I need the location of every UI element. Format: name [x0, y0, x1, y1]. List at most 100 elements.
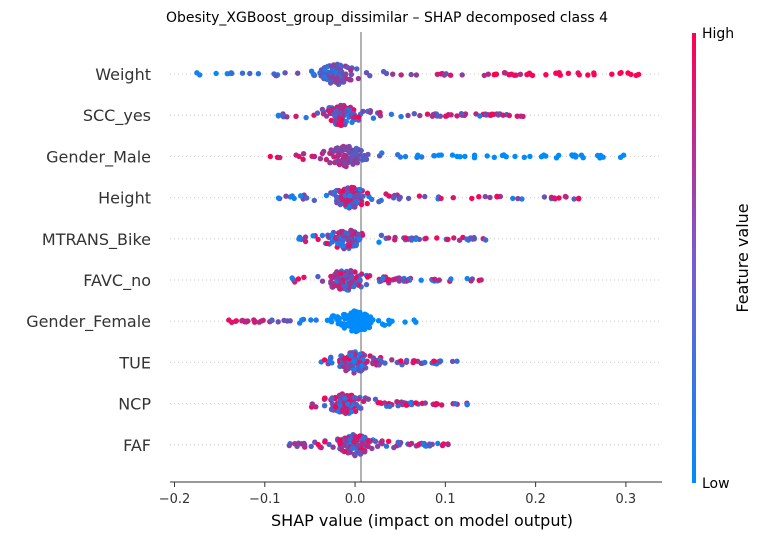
x-tick-label: −0.2: [159, 492, 191, 507]
shap-point: [413, 400, 419, 406]
shap-point: [494, 194, 500, 200]
shap-point: [347, 239, 354, 245]
shap-point: [378, 197, 384, 204]
shap-point: [391, 444, 397, 451]
shap-point: [467, 235, 474, 241]
shap-point: [328, 70, 334, 76]
shap-point: [476, 194, 482, 200]
shap-point: [315, 236, 321, 243]
shap-point: [333, 404, 339, 410]
shap-point: [362, 317, 368, 323]
shap-point: [445, 441, 451, 447]
shap-point: [363, 70, 370, 76]
shap-point: [357, 152, 364, 158]
shap-point: [426, 441, 433, 447]
colorbar: [692, 33, 696, 483]
shap-point: [398, 358, 404, 364]
shap-point: [299, 317, 305, 323]
shap-point: [402, 153, 409, 160]
colorbar-high-label: High: [702, 26, 734, 42]
shap-point: [358, 323, 364, 329]
shap-point: [353, 242, 359, 248]
shap-point: [370, 355, 377, 361]
shap-point: [356, 367, 362, 374]
shap-point: [390, 195, 397, 201]
shap-point: [392, 276, 398, 282]
shap-point: [335, 275, 341, 281]
shap-point: [585, 72, 591, 78]
shap-point: [335, 153, 341, 159]
shap-point: [331, 62, 337, 68]
shap-point: [448, 112, 454, 118]
shap-point: [351, 439, 357, 445]
shap-point: [345, 231, 351, 237]
shap-point: [438, 195, 444, 202]
shap-point: [450, 195, 456, 201]
feature-label: Height: [98, 189, 151, 208]
shap-point: [348, 67, 354, 73]
colorbar-low-label: Low: [702, 476, 730, 492]
shap-point: [314, 110, 321, 116]
x-tick-label: 0.2: [525, 492, 546, 507]
shap-point: [340, 363, 346, 369]
shap-point: [348, 318, 354, 324]
shap-point: [411, 358, 418, 364]
shap-point: [343, 144, 350, 150]
shap-point: [489, 111, 495, 117]
shap-point: [348, 71, 355, 78]
shap-point: [380, 275, 386, 282]
shap-point: [395, 152, 401, 158]
shap-point: [541, 194, 548, 200]
shap-point: [349, 273, 355, 280]
shap-point: [326, 441, 332, 448]
shap-point: [369, 445, 375, 452]
shap-point: [381, 322, 388, 328]
shap-point: [359, 271, 365, 277]
shap-point: [282, 70, 288, 76]
shap-point: [376, 362, 382, 368]
shap-point: [348, 408, 354, 415]
shap-point: [279, 112, 286, 119]
shap-point: [403, 402, 410, 408]
shap-point: [308, 317, 314, 323]
shap-point: [309, 401, 315, 407]
shap-point: [487, 194, 493, 201]
shap-point: [386, 235, 392, 241]
shap-point: [258, 318, 264, 324]
shap-point: [404, 357, 410, 364]
shap-point: [347, 362, 353, 369]
shap-point: [333, 108, 339, 114]
shap-point: [435, 440, 441, 447]
shap-point: [397, 194, 403, 200]
shap-point: [418, 277, 424, 283]
shap-point: [491, 72, 497, 78]
shap-point: [342, 311, 348, 318]
shap-point: [538, 154, 545, 160]
shap-point: [434, 401, 440, 407]
shap-point: [352, 366, 358, 372]
shap-point: [556, 195, 562, 201]
shap-point: [377, 109, 383, 116]
shap-point: [573, 154, 579, 160]
shap-point: [389, 357, 395, 363]
shap-point: [296, 153, 302, 160]
shap-point: [353, 151, 359, 157]
shap-point: [439, 402, 445, 408]
shap-point: [317, 156, 324, 162]
x-tick-label: 0.0: [345, 492, 366, 507]
shap-point: [283, 193, 289, 199]
shap-point: [482, 193, 488, 200]
shap-point: [355, 75, 362, 82]
shap-point: [484, 153, 490, 159]
shap-point: [338, 270, 344, 277]
shap-point: [359, 362, 365, 369]
shap-point: [445, 236, 451, 243]
shap-point: [370, 115, 377, 121]
shap-point: [571, 196, 577, 202]
shap-point: [340, 407, 347, 414]
shap-point: [366, 315, 372, 321]
shap-point: [277, 154, 283, 161]
shap-point: [354, 309, 360, 316]
shap-point: [471, 155, 478, 161]
shap-point: [417, 112, 423, 119]
